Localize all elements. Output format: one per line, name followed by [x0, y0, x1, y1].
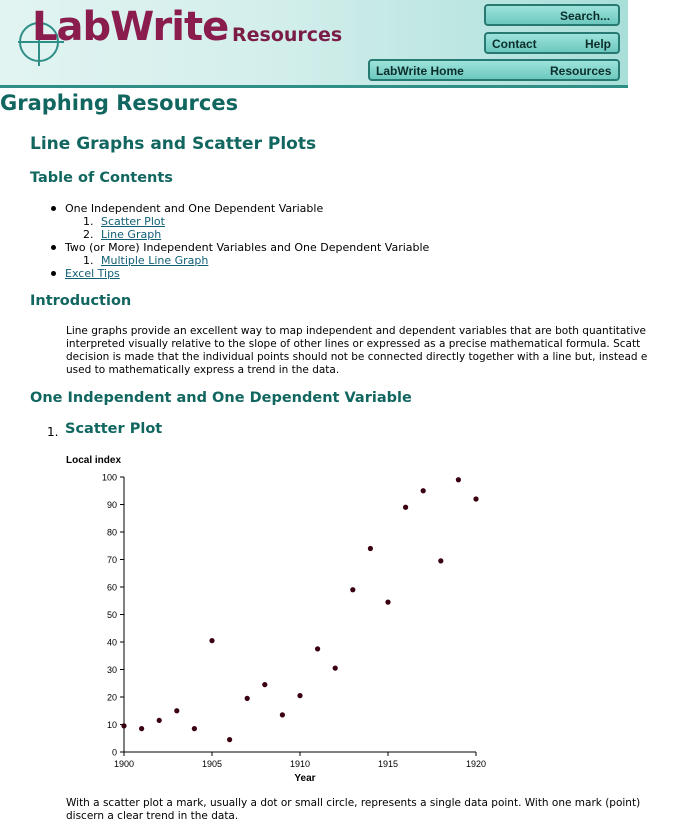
data-point — [473, 496, 479, 502]
data-point — [455, 477, 461, 483]
scatter-chart: Local index Year 0 10 20 30 40 50 60 70 80 90 100 1… — [66, 455, 486, 784]
y-tick-label: 50 — [107, 610, 117, 620]
y-axis-label: Local index — [66, 455, 121, 466]
data-point — [262, 682, 268, 688]
data-point — [139, 726, 145, 732]
y-tick-label: 100 — [102, 473, 117, 483]
data-point — [332, 665, 338, 671]
toc-link-multiple-line-graph[interactable]: Multiple Line Graph — [101, 254, 209, 267]
data-point — [227, 737, 233, 743]
section-title: Line Graphs and Scatter Plots — [30, 134, 317, 154]
x-axis-label: Year — [294, 773, 315, 784]
toc-link-excel-tips[interactable]: Excel Tips — [65, 267, 120, 280]
contact-link[interactable]: Contact — [492, 37, 537, 51]
data-point — [403, 504, 409, 510]
toc-number: 1. — [83, 254, 94, 267]
data-point — [244, 695, 250, 701]
y-tick-label: 60 — [107, 583, 117, 593]
data-point — [315, 646, 321, 652]
y-tick-label: 80 — [107, 528, 117, 538]
y-tick-label: 40 — [107, 638, 117, 648]
bullet — [51, 206, 56, 211]
body-line: discern a clear trend in the data. — [66, 810, 239, 822]
toc-item-one-variable: One Independent and One Dependent Variab… — [65, 202, 324, 215]
intro-line: Line graphs provide an excellent way to … — [66, 325, 647, 337]
data-point — [385, 599, 391, 605]
y-tick-label: 30 — [107, 665, 117, 675]
toc-link-scatter-plot[interactable]: Scatter Plot — [101, 215, 165, 228]
logo-circle-icon — [18, 20, 64, 66]
bullet — [51, 271, 56, 276]
intro-line: used to mathematically express a trend i… — [66, 364, 340, 376]
data-point — [191, 726, 197, 732]
contact-help-bar: Contact Help — [484, 32, 620, 54]
bullet — [51, 245, 56, 250]
x-tick-label: 1910 — [290, 759, 310, 769]
toc-number: 2. — [83, 228, 94, 241]
section-one-heading: One Independent and One Dependent Variab… — [30, 390, 412, 406]
x-tick-label: 1920 — [466, 759, 486, 769]
data-point — [350, 587, 356, 593]
data-point — [367, 545, 373, 552]
y-tick-label: 90 — [107, 500, 117, 510]
resources-link[interactable]: Resources — [550, 64, 612, 78]
y-tick-label: 0 — [112, 748, 117, 758]
y-tick-label: 10 — [107, 720, 117, 730]
intro-line: interpreted visually relative to the slo… — [66, 338, 641, 350]
logo-subtitle: Resources — [232, 24, 343, 46]
data-point — [438, 558, 444, 564]
home-resources-bar: LabWrite Home Resources — [368, 59, 620, 81]
labwrite-home-link[interactable]: LabWrite Home — [376, 64, 464, 78]
toc-link-line-graph[interactable]: Line Graph — [101, 228, 162, 241]
data-point — [121, 723, 127, 729]
intro-heading: Introduction — [30, 293, 132, 309]
x-tick-label: 1905 — [202, 759, 222, 769]
help-link[interactable]: Help — [585, 37, 612, 51]
list-number: 1. — [47, 425, 59, 439]
chart-points — [121, 477, 479, 743]
search-label: Search... — [560, 9, 611, 23]
body-line: With a scatter plot a mark, usually a do… — [66, 797, 641, 809]
toc-number: 1. — [83, 215, 94, 228]
data-point — [420, 488, 426, 494]
scatter-plot-heading: Scatter Plot — [65, 421, 163, 437]
toc-item-two-variables: Two (or More) Independent Variables and … — [65, 241, 430, 254]
header-banner: LabWrite Resources Search... Contact Hel… — [0, 0, 628, 88]
page-title: Graphing Resources — [0, 91, 239, 115]
data-point — [279, 712, 285, 718]
data-point — [156, 717, 162, 723]
toc-heading: Table of Contents — [30, 170, 173, 186]
x-tick-label: 1915 — [378, 759, 398, 769]
y-tick-label: 20 — [107, 693, 117, 703]
chart-axes: 0 10 20 30 40 50 60 70 80 90 100 1900 1905 1910 1915 19… — [102, 473, 486, 770]
search-button[interactable]: Search... — [484, 4, 620, 26]
y-tick-label: 70 — [107, 555, 117, 565]
intro-line: decision is made that the individual poi… — [66, 351, 648, 363]
data-point — [297, 693, 303, 699]
data-point — [209, 638, 215, 644]
logo-text[interactable]: LabWrite — [32, 4, 229, 50]
x-tick-label: 1900 — [114, 759, 134, 769]
data-point — [174, 708, 180, 714]
